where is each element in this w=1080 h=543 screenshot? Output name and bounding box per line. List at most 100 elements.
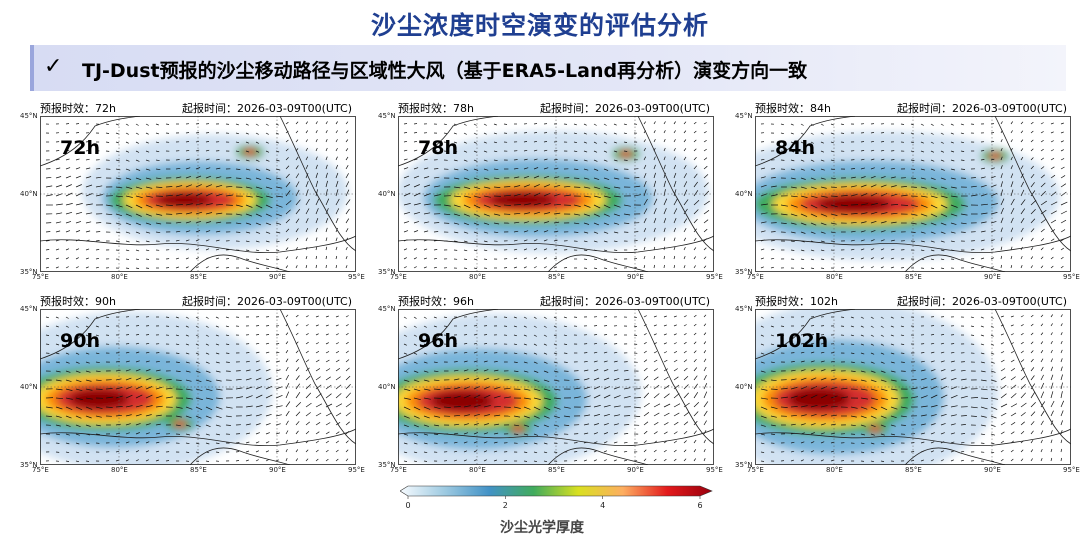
wind-arrow bbox=[45, 406, 53, 409]
map-frame bbox=[755, 116, 1071, 272]
wind-arrow bbox=[533, 149, 538, 152]
wind-arrow bbox=[830, 395, 838, 399]
wind-arrow bbox=[473, 249, 478, 252]
forecast-tag: 84h bbox=[775, 137, 815, 159]
wind-arrow bbox=[473, 334, 478, 336]
wind-arrow bbox=[810, 342, 815, 345]
wind-arrow bbox=[215, 343, 220, 346]
wind-arrow bbox=[85, 388, 93, 391]
colorbar-tick-label: 4 bbox=[600, 501, 605, 510]
wind-arrow bbox=[770, 231, 776, 233]
wind-arrow bbox=[810, 351, 815, 354]
wind-arrow bbox=[593, 405, 601, 408]
wind-arrow bbox=[980, 167, 985, 170]
wind-arrow bbox=[960, 159, 965, 161]
wind-arrow bbox=[453, 395, 461, 399]
wind-arrow bbox=[553, 343, 558, 346]
wind-arrow bbox=[960, 459, 964, 462]
wind-arrow bbox=[325, 376, 331, 381]
wind-arrow bbox=[285, 200, 292, 206]
wind-arrow bbox=[673, 458, 677, 462]
wind-arrow bbox=[145, 186, 153, 189]
wind-arrow bbox=[970, 249, 975, 251]
wind-arrow bbox=[195, 433, 200, 436]
wind-arrow bbox=[543, 334, 547, 337]
wind-arrow bbox=[325, 422, 331, 426]
wind-arrow bbox=[703, 391, 708, 399]
wind-arrow bbox=[205, 406, 213, 411]
wind-arrow bbox=[403, 379, 410, 382]
wind-arrow bbox=[603, 404, 611, 408]
wind-arrow bbox=[423, 167, 429, 170]
lon-tick-label: 75°E bbox=[390, 273, 407, 281]
wind-arrow bbox=[463, 394, 471, 399]
wind-arrow bbox=[75, 397, 83, 400]
wind-arrow bbox=[770, 257, 775, 260]
wind-arrow bbox=[315, 198, 320, 206]
wind-arrow bbox=[345, 156, 349, 161]
wind-arrow bbox=[930, 351, 935, 354]
wind-arrow bbox=[583, 168, 589, 171]
wind-arrow bbox=[315, 237, 318, 242]
wind-arrow bbox=[1020, 359, 1025, 363]
wind-arrow bbox=[693, 383, 698, 390]
wind-arrow bbox=[523, 325, 527, 328]
wind-arrow bbox=[275, 150, 280, 153]
wind-arrow bbox=[703, 410, 708, 417]
wind-arrow bbox=[950, 132, 954, 135]
wind-arrow bbox=[1010, 130, 1013, 134]
map-frame bbox=[398, 309, 714, 465]
wind-arrow bbox=[553, 406, 561, 410]
wind-arrow bbox=[830, 231, 836, 234]
wind-arrow bbox=[483, 213, 490, 217]
wind-arrow bbox=[285, 439, 288, 444]
wind-arrow bbox=[493, 369, 499, 372]
wind-arrow bbox=[860, 203, 868, 206]
wind-arrow bbox=[305, 180, 309, 188]
wind-arrow bbox=[115, 450, 120, 453]
wind-arrow bbox=[693, 458, 696, 462]
wind-arrow bbox=[463, 168, 469, 171]
wind-arrow bbox=[910, 378, 917, 381]
wind-arrow bbox=[880, 132, 885, 134]
wind-arrow bbox=[1010, 458, 1014, 462]
wind-arrow bbox=[235, 378, 242, 381]
wind-arrow bbox=[423, 184, 431, 188]
wind-arrow bbox=[643, 376, 649, 381]
wind-arrow bbox=[245, 369, 251, 372]
wind-arrow bbox=[1050, 122, 1054, 125]
wind-arrow bbox=[225, 325, 229, 328]
colorbar-title: 沙尘光学厚度 bbox=[500, 520, 584, 536]
wind-arrow bbox=[175, 257, 180, 260]
wind-arrow bbox=[315, 172, 318, 179]
wind-arrow bbox=[593, 168, 599, 171]
wind-arrow bbox=[483, 195, 491, 198]
wind-arrow bbox=[760, 388, 768, 391]
wind-arrow bbox=[185, 212, 193, 215]
borders bbox=[398, 309, 714, 465]
wind-arrow bbox=[703, 332, 707, 336]
wind-arrow bbox=[683, 392, 689, 399]
wind-arrow bbox=[463, 159, 468, 162]
wind-arrow bbox=[810, 231, 816, 234]
wind-arrow bbox=[315, 376, 321, 381]
lon-tick-label: 85°E bbox=[905, 273, 922, 281]
wind-arrow bbox=[315, 368, 321, 372]
wind-arrow bbox=[850, 168, 856, 170]
wind-arrow bbox=[673, 237, 676, 242]
wind-arrow bbox=[265, 132, 269, 135]
border-line bbox=[40, 428, 356, 447]
wind-arrow bbox=[65, 388, 73, 391]
wind-arrow bbox=[1020, 156, 1024, 161]
wind-arrow bbox=[583, 369, 589, 372]
wind-arrow bbox=[305, 156, 309, 161]
wind-arrow bbox=[643, 172, 647, 179]
wind-arrow bbox=[820, 441, 825, 444]
wind-arrow bbox=[45, 334, 50, 336]
wind-arrow bbox=[315, 359, 320, 363]
wind-arrow bbox=[513, 266, 518, 269]
wind-arrow bbox=[195, 257, 199, 260]
wind-arrow bbox=[135, 385, 143, 390]
wind-arrow bbox=[663, 208, 667, 215]
wind-arrow bbox=[1000, 156, 1003, 161]
